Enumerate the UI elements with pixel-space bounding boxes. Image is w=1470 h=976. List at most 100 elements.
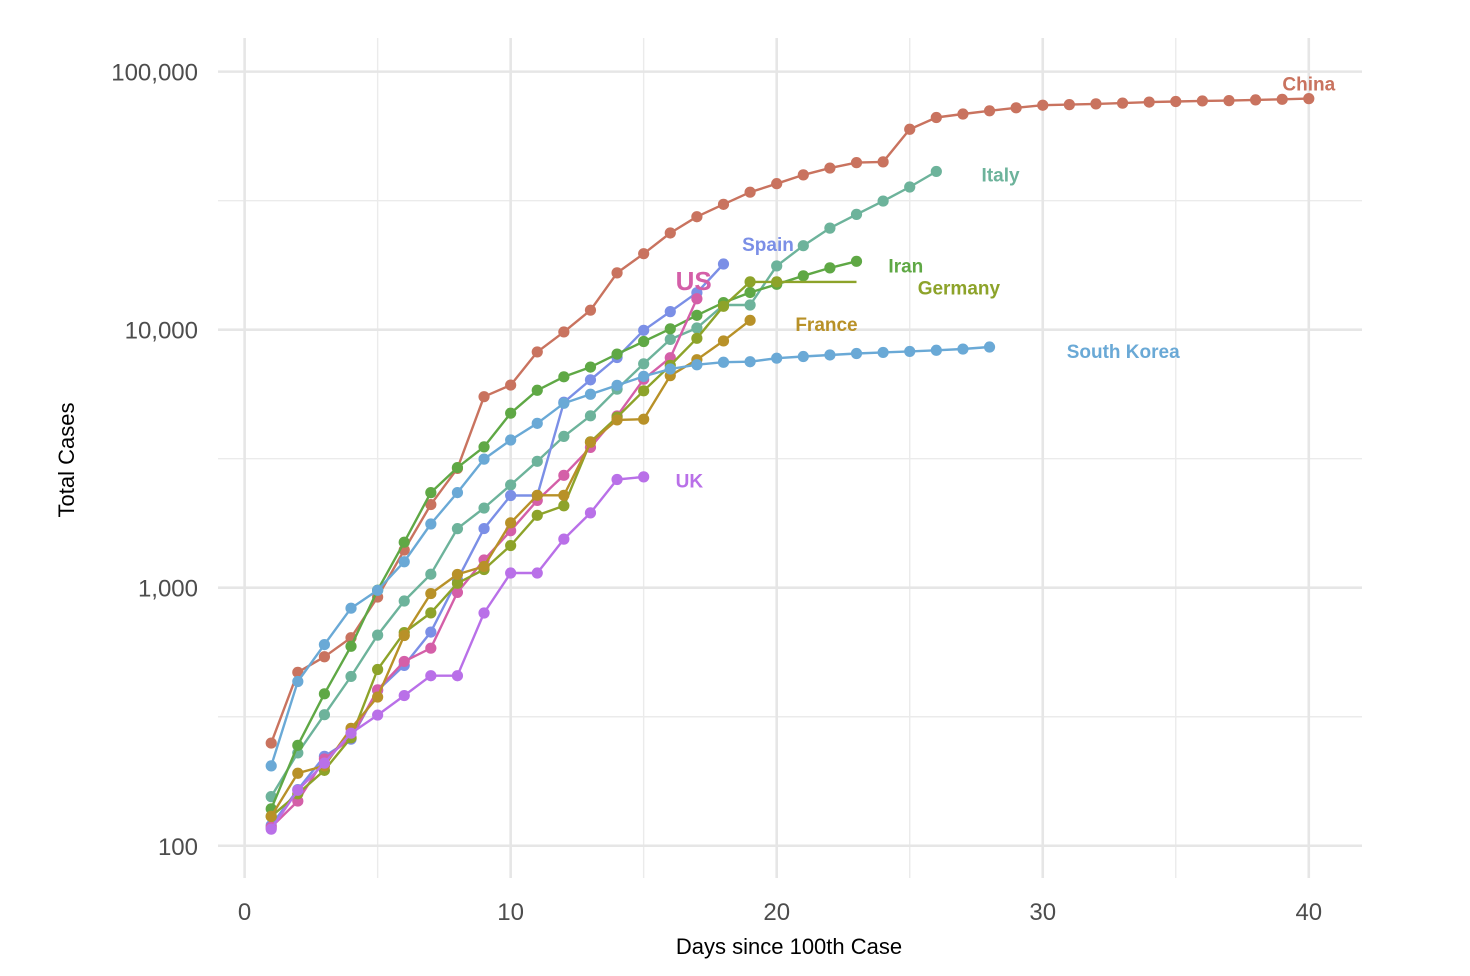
south-korea-point xyxy=(611,379,623,391)
south-korea-point xyxy=(850,347,863,360)
iran-point xyxy=(478,441,490,453)
france-point xyxy=(611,414,623,426)
china-label: China xyxy=(1282,74,1335,95)
south-korea-point xyxy=(877,346,889,359)
series-germany xyxy=(265,276,857,822)
italy-label: Italy xyxy=(982,165,1020,186)
uk-point xyxy=(425,670,437,682)
iran-point xyxy=(638,335,650,348)
italy-point xyxy=(398,595,410,607)
south-korea-point xyxy=(957,343,969,355)
iran-point xyxy=(425,487,437,499)
uk-point xyxy=(451,670,464,682)
south-korea-point xyxy=(664,363,676,375)
south-korea-point xyxy=(691,359,703,371)
france-point xyxy=(372,691,384,703)
series-uk xyxy=(265,471,650,835)
china-point xyxy=(531,346,543,358)
x-tick-label: 20 xyxy=(763,899,790,926)
germany-point xyxy=(372,663,384,676)
south-korea-point xyxy=(584,388,597,400)
iran-point xyxy=(292,739,304,751)
south-korea-label: South Korea xyxy=(1067,342,1180,363)
south-korea-point xyxy=(505,434,517,446)
spain-point xyxy=(717,258,730,270)
iran-point xyxy=(850,255,863,267)
iran-point xyxy=(398,536,410,548)
south-korea-point xyxy=(771,352,783,364)
china-point xyxy=(1249,94,1262,106)
germany-point xyxy=(451,577,464,589)
series-iran xyxy=(265,255,863,815)
china-point xyxy=(1116,97,1129,109)
china-line xyxy=(270,97,1309,744)
china-point xyxy=(691,211,703,223)
iran-point xyxy=(611,348,623,360)
y-tick-label: 1,000 xyxy=(138,576,198,603)
france-point xyxy=(638,413,650,425)
germany-point xyxy=(531,509,543,521)
south-korea-point xyxy=(930,344,942,356)
uk-point xyxy=(505,567,517,579)
china-point xyxy=(425,498,437,511)
china-point xyxy=(983,105,996,117)
china-point xyxy=(850,157,863,169)
iran-point xyxy=(584,361,597,373)
us-point xyxy=(398,655,410,668)
x-tick-label: 30 xyxy=(1029,899,1056,926)
italy-point xyxy=(824,222,836,234)
china-point xyxy=(505,379,517,391)
south-korea-point xyxy=(904,345,916,358)
france-point xyxy=(292,767,304,779)
germany-point xyxy=(558,500,570,512)
south-korea-point xyxy=(531,417,543,429)
iran-point xyxy=(505,407,517,419)
china-point xyxy=(717,198,730,210)
us-point xyxy=(451,586,464,599)
iran-point xyxy=(824,262,836,274)
south-korea-point xyxy=(292,675,304,688)
italy-point xyxy=(744,299,756,311)
france-point xyxy=(451,568,464,581)
china-point xyxy=(1010,102,1022,114)
spain-point xyxy=(664,306,676,318)
china-point xyxy=(1143,96,1155,108)
china-point xyxy=(478,391,490,403)
china-point xyxy=(1170,95,1182,108)
uk-point xyxy=(531,567,543,579)
spain-point xyxy=(478,522,490,535)
france-point xyxy=(717,335,730,347)
south-korea-point xyxy=(744,356,756,368)
china-point xyxy=(1276,93,1288,105)
iran-point xyxy=(558,371,570,383)
china-point xyxy=(957,108,969,120)
germany-label: Germany xyxy=(918,278,1001,299)
italy-point xyxy=(372,629,384,641)
south-korea-point xyxy=(398,556,410,568)
uk-point xyxy=(345,727,357,739)
series-label-layer: China Italy Spain Iran US Germany France South … xyxy=(676,74,1336,492)
germany-point xyxy=(744,276,756,288)
italy-point xyxy=(904,181,916,193)
china-point xyxy=(824,162,836,174)
italy-point xyxy=(425,568,437,580)
china-point xyxy=(611,267,623,279)
south-korea-point xyxy=(717,356,730,368)
italy-point xyxy=(531,455,543,467)
france-label: France xyxy=(795,315,857,336)
south-korea-point xyxy=(451,486,464,499)
south-korea-point xyxy=(824,349,836,361)
south-korea-point xyxy=(558,397,570,409)
china-point xyxy=(265,737,277,749)
italy-point xyxy=(451,523,464,535)
grid xyxy=(218,38,1362,878)
italy-point xyxy=(797,240,809,252)
china-point xyxy=(318,651,331,663)
spain-point xyxy=(425,626,437,638)
south-korea-point xyxy=(478,453,490,465)
series-layer xyxy=(265,93,1315,835)
us-point xyxy=(558,469,570,481)
italy-point xyxy=(930,165,942,178)
spain-point xyxy=(638,324,650,336)
